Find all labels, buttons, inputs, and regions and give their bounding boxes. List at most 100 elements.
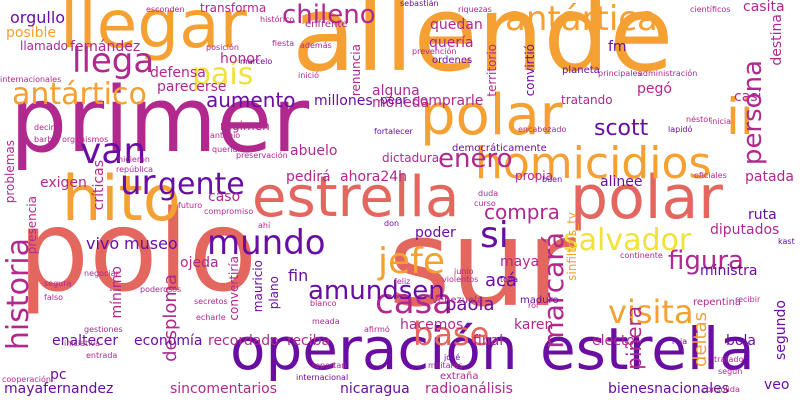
word-fin: fin [288,266,309,285]
word-internacionales: internacionales [0,75,62,84]
word-decir: decir [34,123,54,132]
word-segun: según [718,367,743,376]
word-chileno: chileno [282,0,376,30]
word-inicio: inició [298,71,320,80]
word-exigen: exigen [40,175,87,191]
word-museo: museo [124,234,178,253]
word-figura: figura [668,246,744,276]
word-si: si [480,215,509,256]
word-convirtio: convirtió [523,44,537,97]
word-millones: millones [314,93,373,109]
word-enero: enero [438,144,513,174]
word-kast: kast [778,237,795,246]
word-ahora24h: ahora24h [340,169,408,185]
word-problemas: problemas [3,140,17,204]
word-bola: bola [726,333,756,349]
word-karen: karen [514,317,554,333]
word-nicaragua: nicaragua [340,381,410,397]
word-antartico: antártico [12,77,147,112]
word-ordenes: ordenes [432,55,473,66]
word-enfrente: enfrente [305,19,348,30]
word-pedira: pedirá [286,169,331,185]
word-allende: allende [292,0,674,95]
word-gente: gente [158,167,245,202]
word-lapido: lapidó [668,125,693,134]
word-violentos: violentos [442,275,479,284]
word-don: don [384,219,400,228]
word-consolida: consolida [702,385,740,394]
word-ur: ur [120,163,156,203]
word-salvador: salvador [563,223,692,258]
word-segura: segura [44,279,72,288]
word-buen: buen [542,175,563,184]
word-echarle: echarle [196,313,226,322]
word-mauricio: mauricio [251,260,265,313]
word-electo: electo [592,333,635,349]
word-polo: polo [18,187,258,317]
word-preservacion: preservación [236,151,288,160]
word-casa: casa [375,282,454,322]
word-peor: peor [380,93,408,107]
word-cientificos: científicos [690,5,731,14]
word-querian: querían [212,145,243,154]
word-recibir: recibir [735,295,761,304]
word-toda: toda [500,275,519,284]
word-comprarle: comprarle [412,93,484,109]
word-blanco: blanco [310,299,337,308]
word-encabezado: encabezado [518,125,567,134]
word-internacional: internacional [296,373,349,382]
word-barba: barba [34,135,58,144]
word-caso: caso [208,189,241,205]
word-ahi: ahí [258,221,271,230]
word-oficiales: oficiales [694,171,727,180]
word-organismos: organismos [62,135,109,144]
word-regimen: régimen [220,119,270,133]
word-curso: curso [474,199,496,208]
word-falso: falso [44,293,64,302]
word-quedan: quedan [430,17,483,33]
word-visita: visita [608,293,694,331]
word-persona: persona [738,60,768,166]
word-rol: rol [528,301,539,310]
word-hacemos: hacemos [400,317,464,333]
word-cooperacion: cooperación [2,375,51,384]
word-sur: sur [388,195,576,334]
word-posible: posible [6,25,57,41]
word-ministra: ministra [700,263,758,279]
word-sebastian: sebastián [400,0,439,8]
word-feliz: feliz [394,277,411,286]
word-homicidios: homicidios [475,138,712,189]
word-pc: pc [50,367,67,383]
word-orgullo: orgullo [10,8,66,27]
word-criticas: críticas [91,160,107,211]
word-administracion: administración [638,69,698,78]
word-posicion: posición [206,43,239,52]
word-base: base [413,315,490,353]
word-operacion: operación [230,315,518,383]
word-veo: veo [764,377,790,393]
word-paola: paola [445,294,495,315]
word-sinfiltros: sinfiltros_tv [565,212,579,281]
word-amundsen: amundsen [308,276,445,306]
word-aca: acá [485,270,517,291]
word-sincomentarios: sincomentarios [170,381,278,397]
word-roja: roja [672,337,688,346]
word-polar-right: polar [570,163,723,233]
word-aumento: aumento [206,88,296,112]
word-tratando: tratando [561,93,613,107]
word-vivo: vivo [86,234,120,253]
word-bienesnacionales: bienesnacionales [608,381,730,397]
word-inicia: inicia [710,117,732,126]
word-primer: primer [10,68,310,173]
word-poder: poder [415,225,456,241]
word-antartica: antártica [505,0,658,39]
word-historico: histórico [260,15,295,24]
word-fernandez: fernández [70,39,141,55]
word-militares: militares [428,361,463,370]
word-deltas: deltas [690,312,711,367]
word-ojeda: ojeda [180,255,219,271]
word-maduro: maduro [520,295,559,306]
word-honor: honor [220,51,261,67]
word-dictadura: dictadura [382,151,440,165]
